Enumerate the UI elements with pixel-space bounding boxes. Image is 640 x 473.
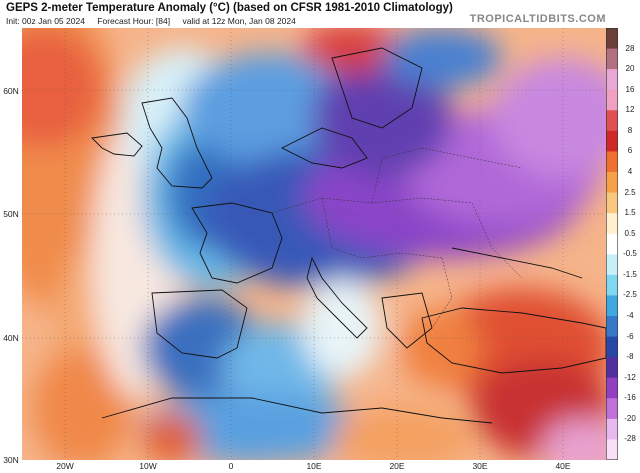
colorbar-swatch (606, 439, 618, 460)
colorbar-tick-label: 1.5 (624, 208, 636, 218)
scandinavia-outline (331, 47, 423, 129)
colorbar-swatch (606, 151, 618, 173)
colorbar-swatch (606, 233, 618, 255)
colorbar-swatch (606, 398, 618, 420)
great-britain-outline (141, 97, 213, 189)
black-sea-coast (451, 247, 583, 279)
colorbar-tick-label: -6 (626, 331, 634, 341)
colorbar-swatch (606, 377, 618, 399)
colorbar-tick-label: 28 (625, 43, 635, 53)
colorbar-tick-label: 6 (627, 146, 633, 156)
colorbar-tick-label: 2.5 (624, 187, 636, 197)
colorbar-tick-label: 0.5 (624, 228, 636, 238)
colorbar-tick-label: -0.5 (623, 249, 637, 259)
colorbar-swatch (606, 213, 618, 235)
balkans-outline (381, 292, 433, 349)
colorbar-swatch (606, 316, 618, 338)
brand-watermark: TROPICALTIDBITS.COM (469, 13, 606, 25)
colorbar-swatch (606, 89, 618, 111)
colorbar-tick-label: -28 (624, 434, 636, 444)
map-header: GEPS 2-meter Temperature Anomaly (°C) (b… (0, 0, 640, 28)
anomaly-map (22, 28, 606, 460)
map-subtitle: Init: 00z Jan 05 2024 Forecast Hour: [84… (6, 16, 306, 26)
coastlines (91, 47, 606, 424)
colorbar-swatch (606, 172, 618, 194)
colorbar-tick-label: -12 (624, 372, 636, 382)
colorbar-swatch (606, 48, 618, 70)
iberia-outline (151, 289, 248, 359)
colorbar-tick-label: -4 (626, 311, 634, 320)
lon-label-40e: 40E (555, 461, 571, 471)
valid-time: valid at 12z Mon, Jan 08 2024 (182, 16, 296, 26)
lon-label-20e: 20E (389, 461, 405, 471)
colorbar-tick-label: 16 (625, 84, 635, 94)
colorbar-tick-label: 4 (627, 167, 633, 176)
colorbar-swatch (606, 254, 618, 276)
colorbar-swatch (606, 28, 618, 50)
colorbar-swatch (606, 110, 618, 132)
colorbar-tick-label: -20 (624, 413, 636, 423)
colorbar-swatch (606, 130, 618, 152)
lat-label-40n: 40N (3, 333, 19, 343)
denmark-outline (280, 127, 368, 169)
lat-label-50n: 50N (3, 209, 19, 219)
colorbar-swatch (606, 357, 618, 379)
lon-label-20w: 20W (56, 461, 74, 471)
borders (271, 147, 523, 329)
lon-label-10w: 10W (139, 461, 157, 471)
colorbar-tick-label: 8 (627, 125, 633, 135)
lon-label-30e: 30E (472, 461, 488, 471)
colorbar-swatch (606, 69, 618, 91)
colorbar-tick-label: -1.5 (623, 269, 637, 279)
lon-label-0: 0 (228, 461, 234, 471)
lon-label-10e: 10E (306, 461, 322, 471)
turkey-outline (421, 307, 606, 374)
colorbar-tick-label: -2.5 (623, 290, 637, 300)
colorbar-tick-label: 12 (625, 105, 635, 115)
colorbar-swatch (606, 274, 618, 296)
lat-label-60n: 60N (3, 86, 19, 96)
italy-outline (306, 256, 368, 339)
colorbar (606, 28, 618, 460)
france-outline (191, 202, 283, 284)
map-title: GEPS 2-meter Temperature Anomaly (°C) (b… (6, 2, 453, 14)
colorbar-swatch (606, 418, 618, 440)
colorbar-tick-label: -16 (624, 393, 636, 403)
north-africa-coast (101, 397, 493, 424)
lat-label-30n: 30N (3, 455, 19, 465)
graticule (22, 28, 606, 460)
forecast-hour: Forecast Hour: [84] (97, 16, 171, 26)
map-canvas (22, 28, 606, 460)
colorbar-swatch (606, 295, 618, 317)
colorbar-swatch (606, 192, 618, 214)
anomaly-field (22, 28, 606, 460)
colorbar-tick-label: 20 (625, 64, 635, 74)
ireland-outline (91, 132, 143, 157)
init-time: Init: 00z Jan 05 2024 (6, 16, 85, 26)
colorbar-swatch (606, 336, 618, 358)
colorbar-tick-label: -8 (626, 352, 634, 362)
